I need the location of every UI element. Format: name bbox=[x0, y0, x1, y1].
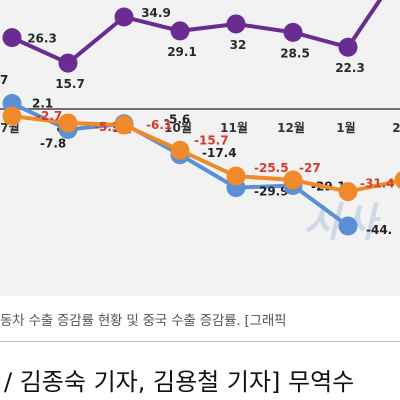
data-label: -5.6 bbox=[164, 113, 190, 127]
data-point bbox=[226, 166, 246, 186]
data-label: 2.1 bbox=[32, 96, 53, 110]
data-point bbox=[2, 28, 22, 48]
x-tick-label: 2월 bbox=[392, 120, 400, 135]
data-label: 29.1 bbox=[167, 45, 197, 59]
data-point bbox=[58, 53, 78, 73]
data-point bbox=[283, 22, 303, 42]
data-point bbox=[226, 14, 246, 34]
data-label: -25.5 bbox=[254, 161, 289, 175]
data-point bbox=[114, 115, 134, 135]
divider bbox=[0, 341, 400, 342]
data-label: -7.8 bbox=[40, 137, 66, 151]
data-label: 15.7 bbox=[55, 77, 85, 91]
data-point bbox=[338, 216, 358, 236]
data-label: -44. bbox=[366, 223, 392, 237]
data-point bbox=[58, 113, 78, 133]
data-label: 32 bbox=[230, 38, 247, 52]
data-point bbox=[338, 182, 358, 202]
x-tick-label: 12월 bbox=[277, 120, 305, 135]
data-point bbox=[2, 106, 22, 126]
x-tick-label: 11월 bbox=[220, 120, 248, 135]
data-label: 28.5 bbox=[280, 46, 310, 60]
line-chart: 시사7월8월9월10월11월12월1월2월72.1-7.8-5.6-17.4-2… bbox=[0, 0, 400, 246]
x-tick-label: 1월 bbox=[336, 120, 355, 135]
data-point bbox=[170, 140, 190, 160]
data-label: 7 bbox=[0, 73, 8, 87]
data-label: 22.3 bbox=[335, 61, 365, 75]
chart-caption: 동차 수출 증감률 현황 및 중국 수출 증감률. [그래픽 bbox=[0, 303, 400, 333]
x-tick-label: 10월 bbox=[164, 120, 192, 135]
byline-text: / 김종숙 기자, 김용철 기자] 무역수 bbox=[4, 368, 355, 396]
data-point bbox=[283, 170, 303, 190]
caption-text: 동차 수출 증감률 현황 및 중국 수출 증감률. [그래픽 bbox=[0, 313, 287, 329]
data-label: -5.3 bbox=[94, 120, 120, 134]
data-label: -6.1 bbox=[146, 118, 172, 132]
data-label: -31.4 bbox=[360, 177, 395, 191]
data-label: -2.7 bbox=[36, 109, 62, 123]
article-byline: / 김종숙 기자, 김용철 기자] 무역수 bbox=[0, 352, 400, 400]
data-point bbox=[338, 37, 358, 57]
data-point bbox=[170, 21, 190, 41]
data-label: 34.9 bbox=[141, 6, 171, 20]
data-point bbox=[394, 171, 400, 189]
data-label: -17.4 bbox=[202, 146, 237, 160]
data-point bbox=[114, 7, 134, 27]
data-label: -29.9 bbox=[254, 185, 289, 199]
chart-area: 시사7월8월9월10월11월12월1월2월72.1-7.8-5.6-17.4-2… bbox=[0, 0, 400, 296]
data-label: -15.7 bbox=[194, 133, 229, 147]
data-label: -27 bbox=[299, 161, 321, 175]
data-label: 26.3 bbox=[27, 32, 57, 46]
